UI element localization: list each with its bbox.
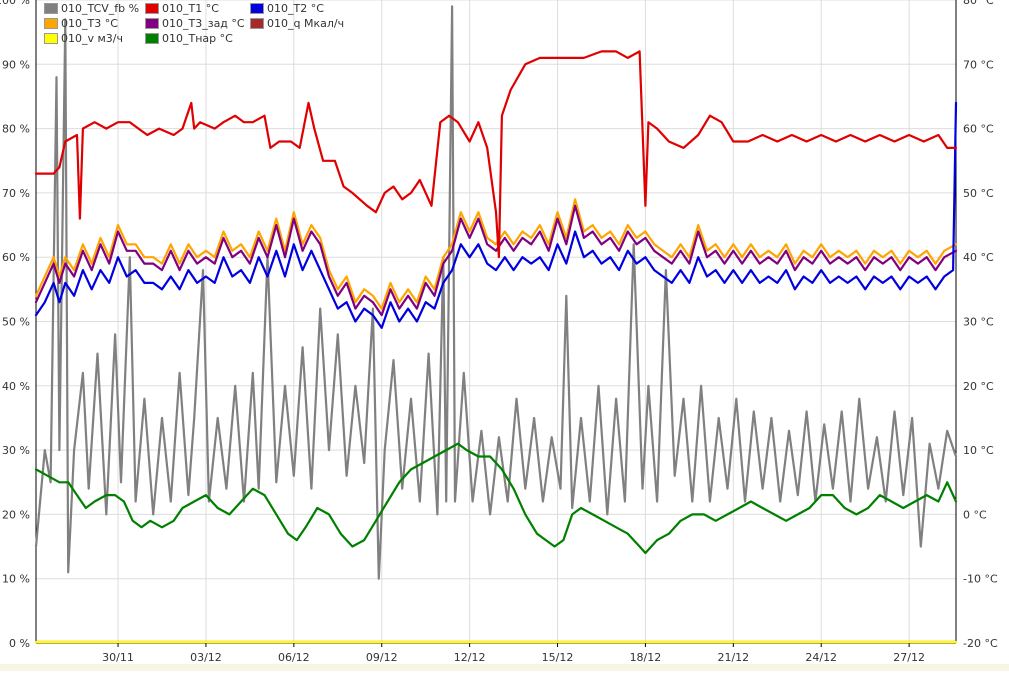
- legend-item[interactable]: 010_T3 °C: [44, 18, 118, 30]
- legend-swatch: [145, 3, 159, 14]
- x-tick-label: 06/12: [278, 651, 310, 664]
- y-left-tick-label: 90 %: [2, 58, 30, 71]
- series-line-2: [34, 198, 958, 310]
- legend-swatch: [250, 3, 264, 14]
- y-right-tick-label: 0 °C: [963, 508, 987, 521]
- series-line-0: [34, 5, 958, 580]
- x-tick-label: 30/11: [102, 651, 134, 664]
- x-tick-label: 24/12: [805, 651, 837, 664]
- legend-swatch: [44, 33, 58, 44]
- legend-item[interactable]: 010_v м3/ч: [44, 33, 123, 45]
- y-right-tick-label: 40 °C: [963, 251, 994, 264]
- legend-label: 010_TCV_fb %: [61, 2, 140, 15]
- x-tick-label: 09/12: [366, 651, 398, 664]
- x-tick-label: 18/12: [630, 651, 662, 664]
- series-line-1: [34, 442, 958, 555]
- y-left-tick-label: 80 %: [2, 123, 30, 136]
- y-left-tick-label: 20 %: [2, 508, 30, 521]
- y-right-tick-label: 10 °C: [963, 444, 994, 457]
- legend-label: 010_T3 °C: [61, 17, 118, 30]
- y-right-tick-label: -10 °C: [963, 573, 998, 586]
- legend-label: 010_T1 °C: [162, 2, 219, 15]
- footer-bar: [0, 664, 1009, 671]
- x-tick-label: 03/12: [190, 651, 222, 664]
- x-tick-label: 21/12: [717, 651, 749, 664]
- legend-label: 010_q Мкал/ч: [267, 17, 345, 30]
- legend-label: 010_T2 °C: [267, 2, 324, 15]
- legend-label: 010_T3_зад °C: [162, 17, 245, 30]
- y-right-tick-label: 60 °C: [963, 123, 994, 136]
- legend-item[interactable]: 010_T2 °C: [250, 3, 324, 15]
- y-right-tick-label: 50 °C: [963, 187, 994, 200]
- legend-swatch: [250, 18, 264, 29]
- y-left-tick-label: 40 %: [2, 380, 30, 393]
- y-left-tick-label: 70 %: [2, 187, 30, 200]
- legend-item[interactable]: 010_TCV_fb %: [44, 3, 139, 15]
- series-line-3: [34, 204, 958, 317]
- x-tick-label: 15/12: [542, 651, 574, 664]
- legend-swatch: [145, 18, 159, 29]
- y-right-tick-label: 70 °C: [963, 58, 994, 71]
- y-right-tick-label: 20 °C: [963, 380, 994, 393]
- y-left-tick-label: 100 %: [0, 0, 30, 7]
- y-left-tick-label: 50 %: [2, 316, 30, 329]
- legend-label: 010_Тнар °C: [162, 32, 233, 45]
- y-left-tick-label: 60 %: [2, 251, 30, 264]
- y-left-tick-label: 0 %: [9, 637, 30, 650]
- x-tick-label: 27/12: [893, 651, 925, 664]
- y-right-tick-label: -20 °C: [963, 637, 998, 650]
- legend-swatch: [44, 18, 58, 29]
- legend-swatch: [145, 33, 159, 44]
- y-right-tick-label: 80 °C: [963, 0, 994, 7]
- legend-item[interactable]: 010_T3_зад °C: [145, 18, 245, 30]
- series-line-5: [34, 50, 958, 259]
- legend-swatch: [44, 3, 58, 14]
- legend-item[interactable]: 010_T1 °C: [145, 3, 219, 15]
- y-left-tick-label: 30 %: [2, 444, 30, 457]
- legend-label: 010_v м3/ч: [61, 32, 124, 45]
- x-tick-label: 12/12: [454, 651, 486, 664]
- legend-item[interactable]: 010_Тнар °C: [145, 33, 233, 45]
- y-right-tick-label: 30 °C: [963, 316, 994, 329]
- series-line-4: [34, 101, 958, 329]
- y-left-tick-label: 10 %: [2, 573, 30, 586]
- legend-item[interactable]: 010_q Мкал/ч: [250, 18, 344, 30]
